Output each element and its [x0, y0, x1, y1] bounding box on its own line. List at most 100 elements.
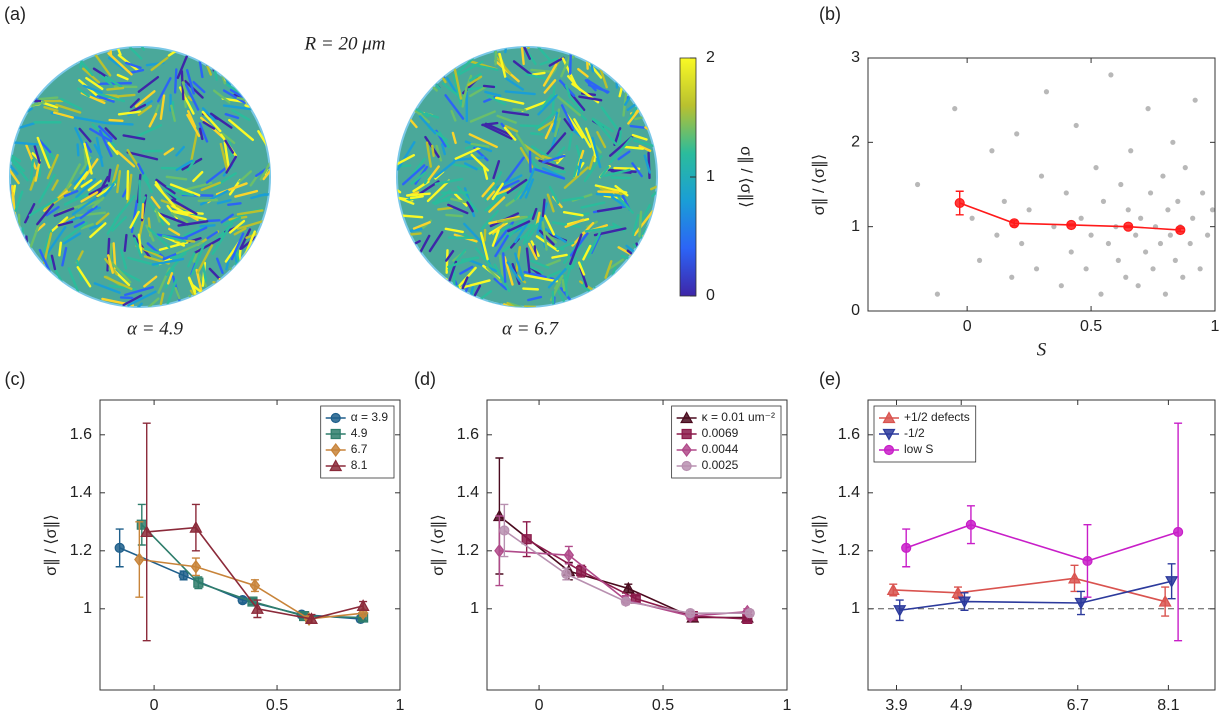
rod: [603, 194, 619, 199]
rod: [266, 244, 270, 278]
rod: [619, 265, 640, 273]
rod: [544, 231, 557, 244]
rod: [116, 73, 129, 81]
rod: [423, 276, 445, 291]
scatter-point: [1187, 240, 1193, 247]
y-tick-label: 1.4: [70, 484, 92, 501]
rod: [80, 191, 99, 203]
rod: [397, 292, 404, 307]
rod: [250, 47, 257, 53]
scatter-point: [1209, 207, 1216, 213]
rod: [397, 229, 406, 254]
rod: [454, 145, 485, 160]
rod: [209, 112, 233, 129]
series-line: [893, 577, 1166, 603]
rod: [76, 87, 90, 98]
rod: [91, 50, 112, 77]
rod: [623, 285, 628, 307]
rod: [138, 217, 145, 239]
rod: [598, 47, 603, 59]
scatter-point: [1170, 139, 1176, 145]
rod: [202, 47, 209, 67]
rod: [504, 47, 509, 54]
rod: [180, 192, 195, 197]
rod: [101, 297, 135, 307]
rod: [225, 300, 250, 307]
rod: [397, 275, 404, 288]
marker: [1066, 219, 1077, 231]
rod: [168, 227, 181, 236]
rod: [656, 237, 657, 268]
rod: [412, 294, 443, 306]
rod: [229, 88, 244, 99]
rod: [397, 277, 402, 306]
rod: [551, 221, 581, 229]
colorbar-tick-label: 0: [706, 287, 715, 304]
rod: [400, 113, 404, 137]
rod: [154, 183, 176, 208]
rod: [201, 110, 222, 133]
rod: [551, 253, 568, 259]
rod: [398, 53, 408, 72]
rod: [217, 47, 230, 52]
rod: [76, 266, 92, 288]
scatter-point: [994, 232, 1000, 238]
rod: [3, 184, 8, 195]
rod: [445, 213, 464, 218]
rod: [631, 133, 648, 141]
rod: [604, 260, 613, 279]
rod: [474, 304, 499, 307]
plot-area: [867, 57, 1216, 312]
rod: [630, 297, 657, 304]
rod: [586, 231, 601, 259]
rod: [604, 47, 627, 52]
rod: [248, 263, 255, 283]
rod: [594, 288, 611, 303]
marker: [681, 428, 692, 440]
rod: [82, 67, 101, 84]
rod: [212, 89, 231, 104]
rod: [586, 78, 609, 94]
rod: [616, 47, 646, 49]
rod: [578, 95, 603, 102]
rod: [456, 296, 463, 307]
legend: κ = 0.01 um⁻² 0.0069 0.0044 0.0025: [671, 405, 782, 479]
rod: [241, 68, 251, 79]
rod: [108, 118, 124, 122]
rod: [258, 274, 270, 297]
rod: [426, 179, 451, 203]
rod: [520, 47, 525, 66]
rod: [170, 212, 189, 224]
rod: [180, 226, 208, 241]
rod: [84, 141, 93, 153]
rod: [79, 205, 98, 220]
rod: [468, 133, 498, 149]
x-tick-label: 0.5: [266, 697, 288, 714]
rod: [424, 112, 440, 119]
rod: [644, 253, 657, 279]
rod: [120, 249, 128, 270]
rod: [137, 163, 145, 175]
rod: [524, 167, 536, 191]
rod: [239, 228, 252, 250]
rod: [541, 198, 546, 218]
rod: [593, 286, 605, 295]
rod: [452, 73, 463, 108]
rod: [142, 175, 151, 188]
scatter-point: [989, 148, 995, 154]
rod: [525, 73, 547, 80]
rod: [421, 263, 434, 292]
rod: [397, 102, 404, 122]
scatter-point: [1145, 106, 1151, 112]
rod: [424, 260, 428, 273]
marker: [681, 460, 692, 472]
rod: [181, 301, 190, 307]
rod: [650, 178, 657, 191]
y-tick-label: 1: [851, 218, 860, 235]
rod: [154, 208, 161, 223]
rod: [231, 109, 251, 122]
rod: [66, 163, 81, 189]
rod: [546, 132, 567, 156]
rod: [506, 306, 525, 307]
rod: [229, 267, 237, 287]
